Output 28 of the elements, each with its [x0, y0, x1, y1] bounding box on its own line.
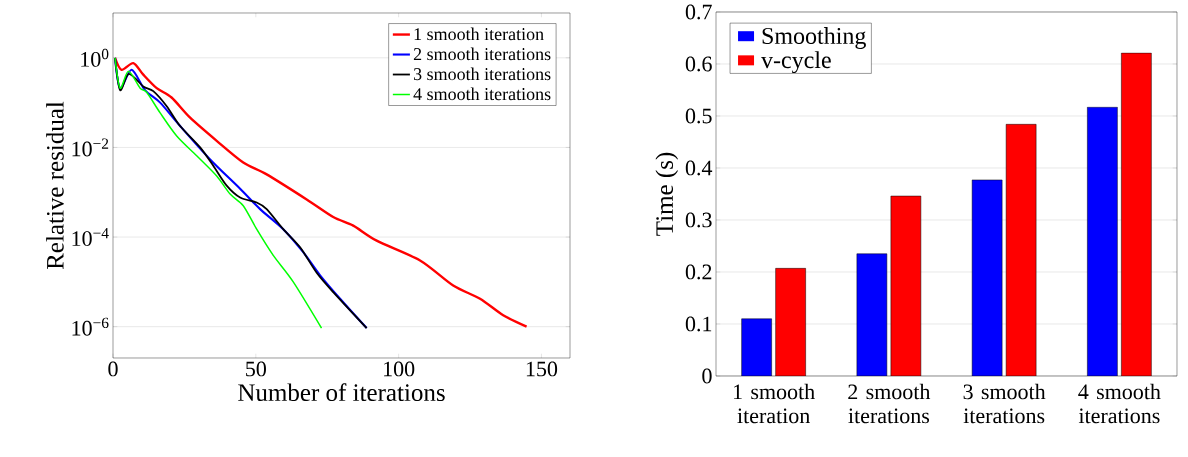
legend-label: 2 smooth iterations	[413, 47, 551, 61]
y-tick-label: 10$^{−4}$	[72, 228, 109, 246]
x-axis-title: Number of iterations	[238, 383, 445, 402]
y-tick-label: 0.5	[685, 108, 712, 124]
legend-label: 3 smooth iterations	[413, 67, 551, 81]
y-tick-label: 10$^{−2}$	[72, 138, 109, 157]
x-tick-label: 2 smooth iterations	[848, 383, 931, 424]
y-tick-label: 0.4	[685, 160, 713, 176]
x-tick-label: 1 smooth iteration	[734, 383, 815, 424]
x-tick-label: 100	[384, 361, 415, 377]
x-tick-label: 150	[526, 361, 558, 377]
x-tick-label: 4 smooth iterations	[1078, 383, 1161, 424]
legend-label: Smoothing	[762, 27, 866, 49]
y-tick-label: 0.3	[685, 212, 712, 228]
y-tick-label: 10$^{0}$	[81, 48, 109, 67]
y-tick-label: 0.7	[685, 4, 712, 20]
x-tick-label: 50	[246, 361, 266, 377]
legend-label: v-cycle	[761, 51, 831, 74]
y-tick-label: 0.6	[685, 56, 712, 72]
y-axis-title: Relative residual	[46, 101, 64, 270]
line-series	[114, 57, 323, 329]
y-tick-label: 10$^{−6}$	[72, 317, 109, 336]
y-tick-label: 0.2	[685, 264, 712, 280]
y-axis-title: Time (s)	[655, 152, 679, 236]
x-tick-label: 3 smooth iterations	[963, 383, 1046, 424]
legend-label: 1 smooth iteration	[414, 27, 544, 41]
legend-label: 4 smooth iterations	[413, 87, 551, 101]
y-tick-label: 0.1	[685, 316, 712, 332]
